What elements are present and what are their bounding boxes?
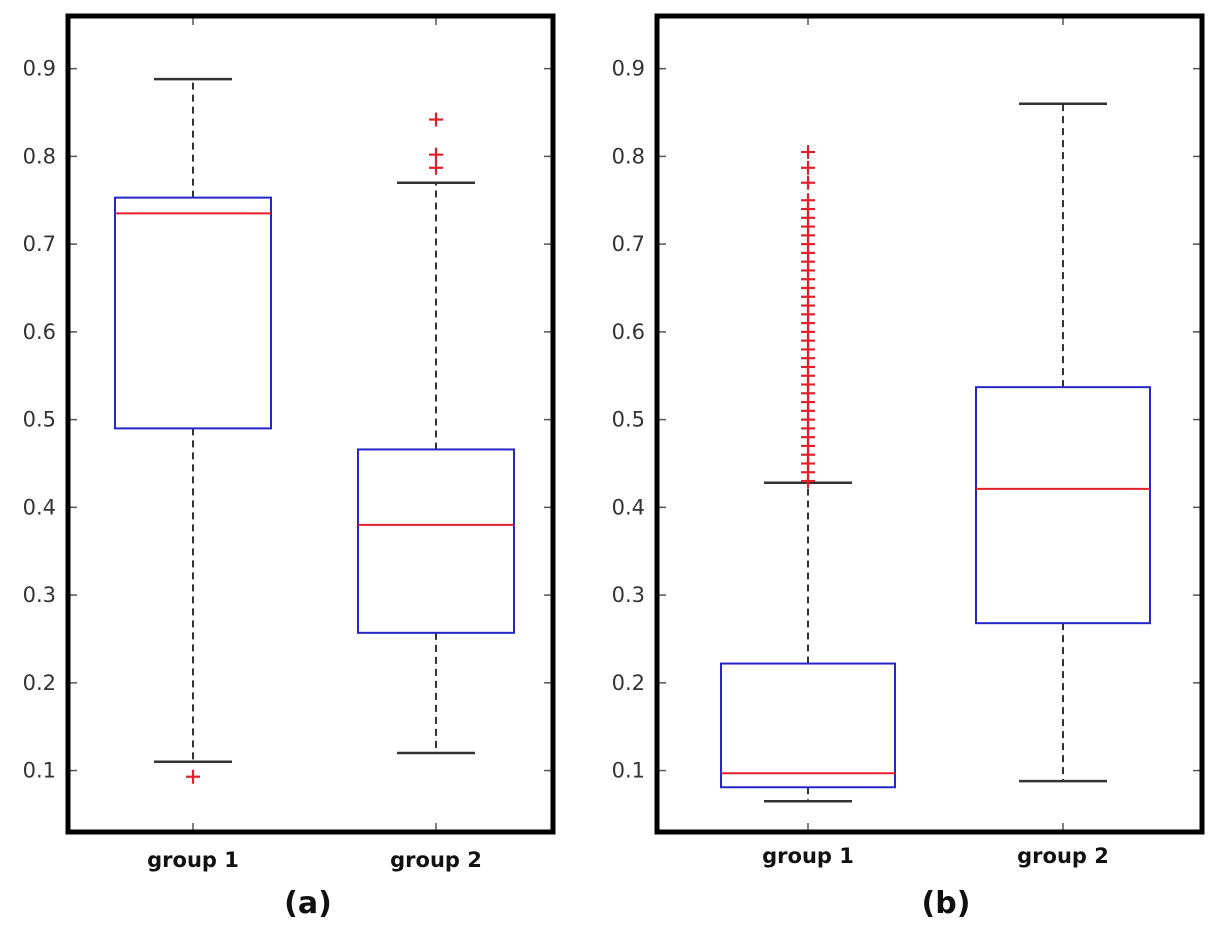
outlier-marker	[801, 175, 815, 190]
category-label: group 1	[147, 848, 239, 872]
iqr-box	[114, 196, 272, 430]
plot-frame	[65, 13, 556, 835]
box-group-2	[975, 102, 1151, 783]
y-tick-label: 0.2	[23, 671, 56, 695]
y-tick-label: 0.8	[612, 144, 645, 168]
category-label: group 2	[390, 848, 482, 872]
box-group-1	[114, 77, 272, 784]
panel-label: (a)	[284, 886, 332, 921]
panel-a: 0.1 0.2 0.3 0.4 0.5 0.6 0.7 0.8 0.9 group 1 group …	[23, 13, 556, 921]
y-tick-label: 0.5	[23, 408, 56, 432]
box-group-1	[720, 145, 896, 803]
y-tick-label: 0.4	[23, 495, 56, 519]
outlier-marker	[429, 160, 443, 175]
iqr-box	[720, 662, 896, 789]
y-tick-label: 0.6	[23, 320, 56, 344]
plot-frame	[654, 13, 1205, 835]
outlier-marker	[801, 160, 815, 175]
y-tick-label: 0.3	[23, 583, 56, 607]
y-tick-label: 0.7	[23, 232, 56, 256]
y-tick-label: 0.9	[612, 57, 645, 81]
outlier-marker	[429, 147, 443, 162]
y-tick-label: 0.3	[612, 583, 645, 607]
y-tick-label: 0.6	[612, 320, 645, 344]
y-tick-label: 0.4	[612, 495, 645, 519]
panel-label: (b)	[922, 886, 971, 921]
box-group-2	[357, 112, 515, 755]
y-tick-label: 0.2	[612, 671, 645, 695]
outlier-marker	[801, 145, 815, 159]
panel-b: 0.1 0.2 0.3 0.4 0.5 0.6 0.7 0.8 0.9 group 1 group …	[612, 13, 1205, 921]
y-tick-label: 0.8	[23, 144, 56, 168]
y-tick-label: 0.1	[23, 759, 56, 783]
outlier-marker	[186, 769, 200, 784]
outlier-marker	[429, 112, 443, 127]
category-label: group 2	[1017, 844, 1109, 868]
outlier-marker	[801, 193, 815, 208]
y-tick-label: 0.1	[612, 759, 645, 783]
y-tick-label: 0.9	[23, 57, 56, 81]
category-label: group 1	[762, 844, 854, 868]
y-tick-label: 0.7	[612, 232, 645, 256]
y-tick-label: 0.5	[612, 408, 645, 432]
iqr-box	[975, 386, 1151, 625]
iqr-box	[357, 448, 515, 634]
